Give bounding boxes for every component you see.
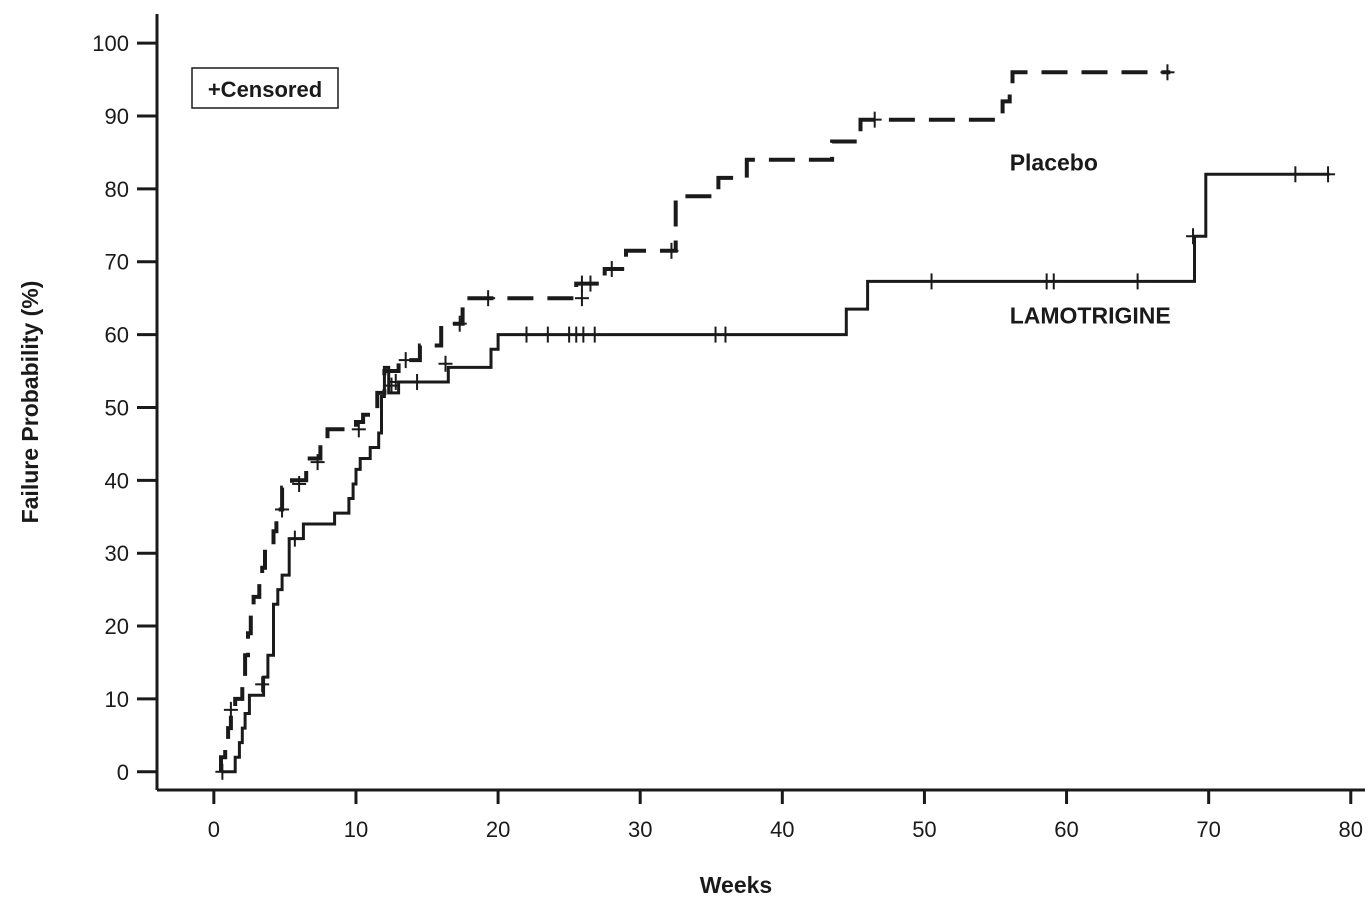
- x-tick-label: 50: [912, 817, 936, 842]
- legend-text: +Censored: [208, 77, 322, 102]
- labels-group: +Censored Placebo LAMOTRIGINE: [191, 67, 1171, 329]
- censored-marker: [310, 454, 325, 471]
- censored-marker: [1046, 273, 1061, 290]
- censored-marker: [215, 763, 230, 780]
- censored-marker: [1130, 273, 1145, 290]
- series-lamotrigine: [215, 166, 1336, 780]
- censored-marker: [583, 275, 598, 292]
- censored-marker: [481, 290, 496, 307]
- y-tick-label: 90: [105, 104, 129, 129]
- y-tick-label: 40: [105, 468, 129, 493]
- x-tick-label: 70: [1196, 817, 1220, 842]
- censored-marker: [540, 326, 555, 343]
- x-axis-title: Weeks: [700, 872, 772, 898]
- censored-legend: +Censored: [191, 67, 339, 109]
- censored-marker: [398, 352, 413, 369]
- censored-marker: [287, 530, 302, 547]
- y-axis-title: Failure Probability (%): [17, 281, 43, 524]
- censored-marker: [223, 701, 238, 718]
- y-tick-label: 70: [105, 250, 129, 275]
- censored-marker: [410, 373, 425, 390]
- y-tick-label: 20: [105, 614, 129, 639]
- censored-marker: [587, 326, 602, 343]
- censored-marker: [519, 326, 534, 343]
- censored-marker: [388, 373, 403, 390]
- censored-marker: [351, 421, 366, 438]
- y-tick-label: 100: [92, 31, 129, 56]
- censored-marker: [574, 290, 589, 307]
- censored-marker: [438, 355, 453, 372]
- y-tick-label: 80: [105, 177, 129, 202]
- x-tick-label: 0: [208, 817, 220, 842]
- axes-group: 0 10 20 30 40 50 60 70 80 90 100 0 10 20 30 40 50 60 70 80 W…: [17, 14, 1365, 898]
- censored-marker: [1321, 166, 1336, 183]
- censored-marker: [664, 242, 679, 259]
- series-placebo: [219, 64, 1175, 772]
- censored-marker: [275, 501, 290, 518]
- y-tick-label: 50: [105, 395, 129, 420]
- x-tick-label: 80: [1339, 817, 1363, 842]
- series-line-placebo: [219, 70, 1171, 772]
- series-group: [215, 64, 1336, 780]
- censored-marker: [1160, 64, 1175, 81]
- series-line-lamotrigine: [222, 172, 1330, 774]
- series-label-lamotrigine: LAMOTRIGINE: [1010, 303, 1171, 329]
- x-tick-label: 60: [1054, 817, 1078, 842]
- x-tick-label: 10: [344, 817, 368, 842]
- y-tick-label: 10: [105, 687, 129, 712]
- x-tick-label: 30: [628, 817, 652, 842]
- censored-marker: [718, 326, 733, 343]
- y-tick-label: 60: [105, 323, 129, 348]
- x-tick-label: 40: [770, 817, 794, 842]
- series-label-placebo: Placebo: [1010, 150, 1098, 176]
- legend-box: [191, 67, 339, 109]
- censored-marker: [867, 111, 882, 128]
- censored-marker: [1186, 228, 1201, 245]
- x-tick-label: 20: [486, 817, 510, 842]
- censored-marker: [292, 475, 307, 492]
- censored-marker: [924, 273, 939, 290]
- censored-marker: [1288, 166, 1303, 183]
- y-tick-label: 0: [117, 760, 129, 785]
- censored-marker: [452, 315, 467, 332]
- censored-marker: [604, 261, 619, 278]
- censored-marker: [255, 676, 270, 693]
- y-tick-label: 30: [105, 541, 129, 566]
